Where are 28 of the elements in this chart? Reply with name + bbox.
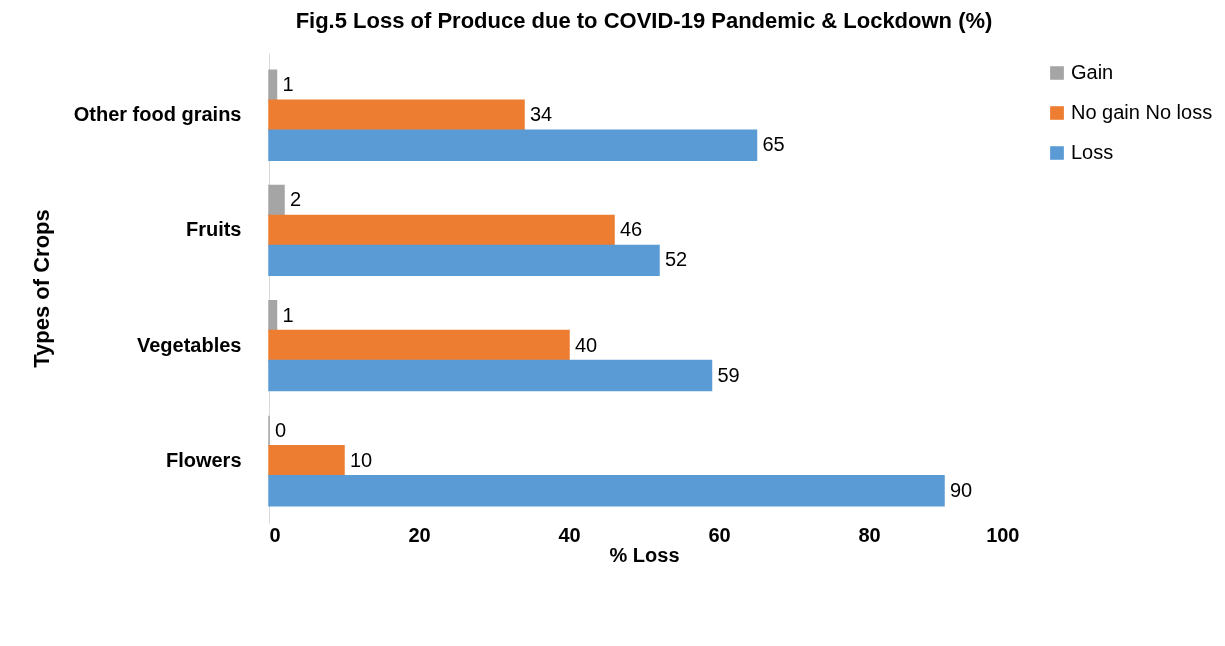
- x-tick-label: 60: [708, 523, 731, 546]
- y-tick-label: Vegetables: [136, 333, 242, 356]
- x-tick-label: 100: [986, 523, 1020, 546]
- data-label: 59: [717, 363, 740, 386]
- data-label: 52: [665, 248, 688, 271]
- data-label: 65: [762, 133, 785, 156]
- y-axis-title: Types of Crops: [28, 209, 54, 368]
- x-tick-label: 0: [269, 523, 281, 546]
- legend-label: Loss: [1071, 141, 1114, 163]
- data-label: 34: [530, 103, 553, 126]
- data-label: 0: [275, 418, 287, 441]
- data-label: 1: [282, 303, 294, 326]
- data-label: 40: [575, 333, 598, 356]
- data-label: 10: [350, 448, 373, 471]
- legend-label: Gain: [1071, 61, 1114, 83]
- x-tick-label: 80: [858, 523, 881, 546]
- data-label: 2: [290, 188, 302, 211]
- y-tick-label: Fruits: [185, 218, 242, 241]
- data-label: 46: [620, 218, 643, 241]
- legend-label: No gain No loss: [1071, 101, 1213, 123]
- x-tick-label: 40: [558, 523, 581, 546]
- x-axis-title: % Loss: [609, 543, 680, 566]
- y-tick-label: Other food grains: [73, 103, 242, 126]
- data-label: 90: [950, 478, 973, 501]
- chart-title: Fig.5 Loss of Produce due to COVID-19 Pandemic & Lockdown (%): [295, 8, 993, 33]
- y-tick-label: Flowers: [165, 448, 242, 471]
- data-label: 1: [282, 73, 294, 96]
- x-tick-label: 20: [408, 523, 431, 546]
